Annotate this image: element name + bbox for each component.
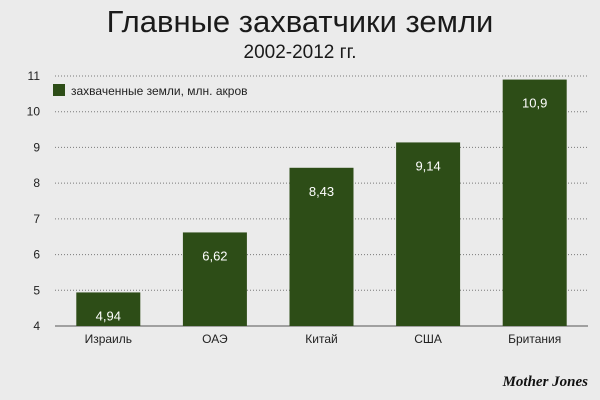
legend-swatch (53, 84, 65, 96)
y-tick-label: 7 (33, 212, 40, 226)
y-tick-label: 11 (28, 69, 41, 83)
data-label: 10,9 (522, 96, 547, 111)
y-tick-label: 8 (33, 176, 40, 190)
y-tick-label: 4 (33, 319, 40, 333)
x-tick-label: Британия (508, 332, 561, 346)
chart-title: Главные захватчики земли (106, 4, 494, 39)
source-credit: Mother Jones (502, 374, 588, 390)
bar (76, 292, 141, 326)
bar (502, 79, 567, 326)
y-tick-label: 5 (33, 283, 40, 297)
bar (396, 142, 461, 326)
data-label: 8,43 (309, 184, 334, 199)
x-tick-label: Израиль (85, 332, 132, 346)
x-tick-label: Китай (305, 332, 337, 346)
data-label: 6,62 (202, 248, 227, 263)
y-tick-label: 9 (33, 140, 40, 154)
y-tick-label: 10 (27, 105, 41, 119)
x-tick-label: США (414, 332, 442, 346)
data-label: 4,94 (96, 308, 121, 323)
y-tick-label: 6 (33, 248, 40, 262)
x-tick-label: ОАЭ (202, 332, 228, 346)
chart-subtitle: 2002-2012 гг. (243, 42, 357, 63)
legend-label: захваченные земли, млн. акров (71, 84, 248, 98)
data-label: 9,14 (415, 158, 440, 173)
bar (182, 232, 247, 326)
bar (289, 167, 354, 326)
